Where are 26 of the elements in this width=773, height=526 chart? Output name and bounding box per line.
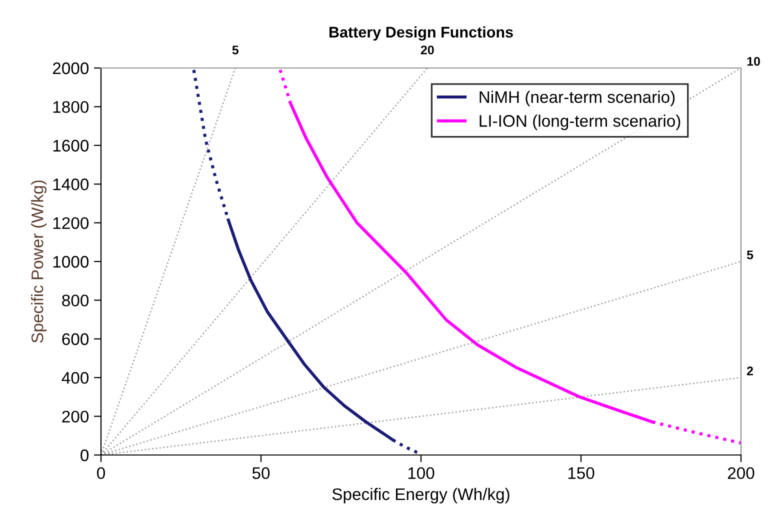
y-tick-label: 800 [62, 294, 89, 306]
legend-label: NiMH (near-term scenario) [480, 90, 675, 106]
y-tick-label: 1200 [53, 217, 89, 230]
annotation: 10 [747, 56, 760, 66]
y-tick-label: 1000 [53, 256, 89, 268]
y-tick-label: 200 [62, 410, 89, 423]
y-tick-label: 1600 [53, 140, 89, 152]
y-tick-label: 600 [62, 333, 89, 346]
y-tick-label: 1800 [53, 101, 89, 113]
annotation: 2 [746, 366, 754, 376]
y-tick-label: 1400 [53, 178, 89, 190]
annotation: 5 [746, 250, 754, 260]
annotation: 20 [420, 46, 434, 54]
x-tick-label: 100 [408, 467, 434, 480]
x-axis-title: Specific Energy (Wh/kg) [332, 488, 510, 504]
legend-label: LI-ION (long-term scenario) [480, 114, 680, 130]
x-tick-label: 200 [728, 467, 754, 480]
x-tick-label: 0 [97, 467, 105, 480]
annotation: 5 [232, 46, 239, 54]
y-tick-label: 2000 [52, 62, 89, 74]
chart-title: Battery Design Functions [330, 26, 513, 41]
y-tick-label: 400 [62, 372, 89, 384]
y-tick-label: 0 [80, 449, 89, 462]
x-tick-label: 50 [252, 467, 270, 480]
x-tick-label: 150 [568, 467, 594, 480]
y-axis-title: Specific Power (W/kg) [31, 180, 47, 343]
